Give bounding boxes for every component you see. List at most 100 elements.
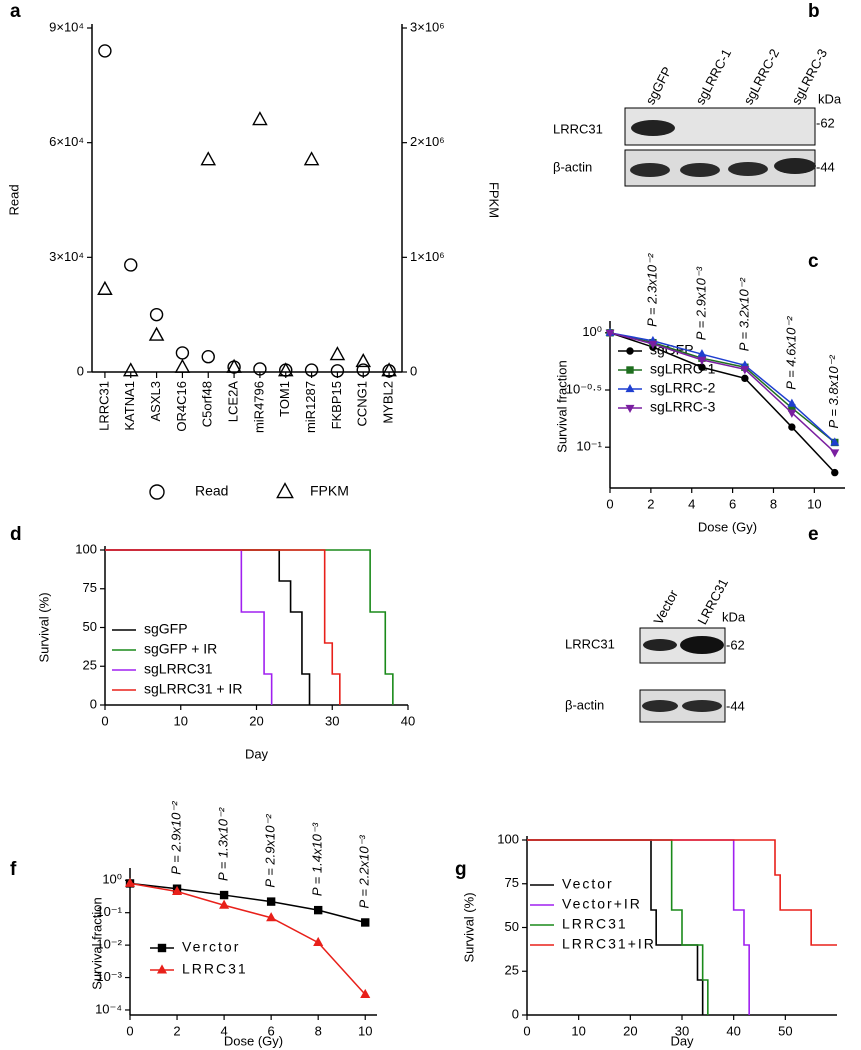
y-tick-label: 50 <box>505 919 519 934</box>
legend-label: Verctor <box>182 939 240 955</box>
y2-tick-label: 3×10⁶ <box>410 19 445 34</box>
x-tick-label: 8 <box>770 496 777 511</box>
x-tick-label: FKBP15 <box>329 381 344 429</box>
legend-label: sgGFP + IR <box>144 641 217 657</box>
lane-label: sgLRRC-1 <box>692 46 734 107</box>
y-tick-label: 10⁻⁴ <box>95 1001 122 1016</box>
x-tick-label: 10 <box>174 713 188 728</box>
survival-curve <box>105 549 341 705</box>
point <box>355 353 372 368</box>
y2-axis-label: FPKM <box>487 182 502 218</box>
survival-curve <box>527 839 750 1015</box>
x-tick-label: ASXL3 <box>148 381 163 421</box>
y-tick-label: 0 <box>77 363 84 378</box>
point <box>830 449 840 458</box>
point <box>740 366 750 375</box>
x-tick-label: 6 <box>268 1023 275 1038</box>
series-line <box>609 332 836 453</box>
x-tick-label: CCNG1 <box>355 381 370 427</box>
point <box>787 409 797 418</box>
x-tick-label: MYBL2 <box>381 381 396 424</box>
x-tick-label: 40 <box>401 713 415 728</box>
legend-label: sgLRRC31 + IR <box>144 681 242 697</box>
legend-label: FPKM <box>310 483 349 499</box>
annotation: P = 2.9x10⁻² <box>263 814 278 888</box>
x-tick-label: miR4796 <box>251 381 266 433</box>
x-tick-label: 20 <box>623 1023 637 1038</box>
panel-label: a <box>10 1 21 22</box>
point <box>124 877 136 887</box>
band <box>631 120 675 136</box>
annotation: P = 1.4x10⁻³ <box>310 822 325 896</box>
point <box>148 326 165 341</box>
point <box>356 363 370 377</box>
y-tick-label: 10⁻² <box>96 937 122 952</box>
y-tick-label: 75 <box>505 875 519 890</box>
point <box>830 437 840 446</box>
point <box>266 897 276 906</box>
point <box>313 905 323 915</box>
row-label: β-actin <box>565 697 604 712</box>
y-tick-label: 100 <box>75 541 97 556</box>
x-tick-label: 4 <box>688 496 695 511</box>
y-tick-label: 9×10⁴ <box>49 19 84 34</box>
point <box>304 363 319 377</box>
panel-label: g <box>455 859 467 880</box>
point <box>219 890 229 900</box>
point <box>788 423 796 431</box>
legend-label: Vector <box>562 876 614 892</box>
x-tick-label: 0 <box>101 713 108 728</box>
legend-marker <box>276 482 294 499</box>
point <box>697 356 707 365</box>
legend-marker <box>626 347 634 355</box>
panel-label: e <box>808 524 819 545</box>
y-tick-label: 3×10⁴ <box>49 249 84 264</box>
band <box>682 700 722 712</box>
y-tick-label: 0 <box>512 1006 519 1021</box>
unit-label: kDa <box>722 609 746 624</box>
y-tick-label: 75 <box>83 580 97 595</box>
band <box>642 700 678 712</box>
unit-label: kDa <box>818 91 842 106</box>
legend-label: sgLRRC31 <box>144 661 213 677</box>
series-line <box>129 882 366 996</box>
survival-curve <box>527 839 704 1015</box>
lane-label: Vector <box>650 587 681 627</box>
band <box>643 639 677 651</box>
x-tick-label: C5orf48 <box>200 381 215 427</box>
y-tick-label: 100 <box>497 831 519 846</box>
x-tick-label: 10 <box>807 496 821 511</box>
panel-label: d <box>10 524 22 545</box>
y-tick-label: 10⁻⁰·⁵ <box>566 381 602 396</box>
band <box>680 163 720 177</box>
point <box>697 349 707 358</box>
row-label: LRRC31 <box>565 636 615 651</box>
x-tick-label: LRRC31 <box>96 381 111 431</box>
legend-label: LRRC31 <box>182 961 248 977</box>
x-axis-label: Day <box>670 1033 694 1048</box>
x-tick-label: 30 <box>325 713 339 728</box>
legend-marker <box>149 484 165 500</box>
x-tick-label: 8 <box>315 1023 322 1038</box>
point <box>97 280 113 295</box>
point <box>330 364 345 378</box>
x-tick-label: LCE2A <box>226 381 241 423</box>
point <box>200 151 217 166</box>
point <box>174 358 191 373</box>
y-axis-label: Survival fraction <box>554 360 569 452</box>
annotation: P = 2.9x10⁻² <box>168 801 183 875</box>
legend-marker <box>157 943 167 953</box>
x-tick-label: 2 <box>647 496 654 511</box>
row-label: LRRC31 <box>553 121 603 136</box>
x-tick-label: 10 <box>358 1023 372 1038</box>
annotation: P = 1.3x10⁻² <box>216 807 231 881</box>
y-tick-label: 0 <box>90 696 97 711</box>
point <box>303 151 320 166</box>
series-line <box>609 332 836 444</box>
point <box>741 374 749 383</box>
point <box>172 885 183 896</box>
x-tick-label: 4 <box>220 1023 227 1038</box>
legend-label: sgLRRC-3 <box>650 399 716 415</box>
point <box>98 44 112 58</box>
